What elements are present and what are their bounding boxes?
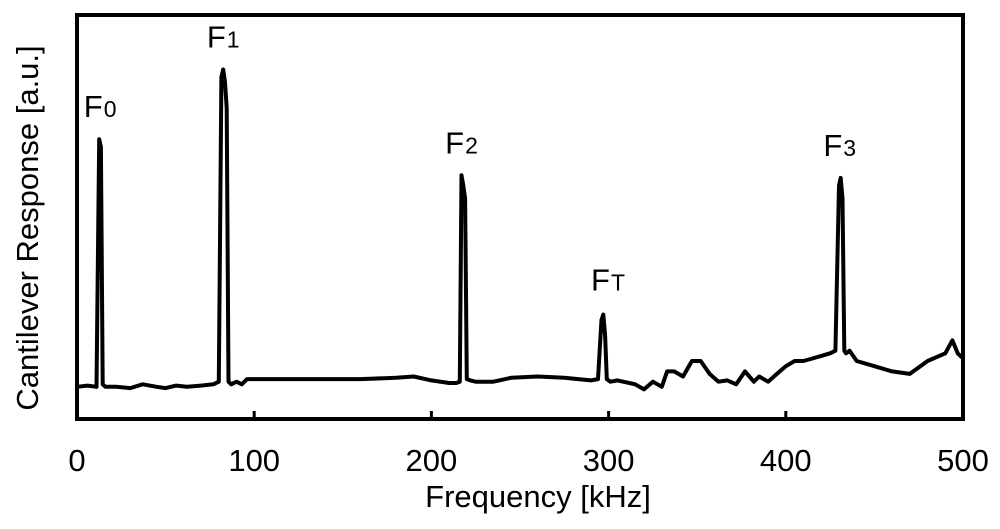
peak-label-f1: F1 bbox=[207, 20, 240, 55]
x-axis-label: Frequency [kHz] bbox=[425, 479, 651, 514]
peak-label-sub-4: T bbox=[611, 270, 625, 296]
peak-label-sub-5: 3 bbox=[843, 135, 856, 161]
peak-label-sub-2: 1 bbox=[227, 27, 240, 53]
x-tick-label-200: 200 bbox=[406, 443, 458, 478]
plot-area bbox=[75, 13, 965, 421]
peak-label-main-3: F bbox=[445, 125, 464, 160]
peak-label-sub-1: 0 bbox=[104, 96, 117, 122]
peak-label-main-1: F bbox=[84, 89, 103, 124]
peak-label-f0: F0 bbox=[84, 89, 117, 124]
x-tick-label-400: 400 bbox=[760, 443, 812, 478]
peak-label-f3: F3 bbox=[823, 128, 856, 163]
peak-label-ft: FT bbox=[591, 263, 625, 298]
series-layer bbox=[75, 67, 965, 392]
peak-label-main-5: F bbox=[823, 128, 842, 163]
x-tick-label-500: 500 bbox=[937, 443, 989, 478]
peak-label-sub-3: 2 bbox=[465, 132, 478, 158]
x-tick-label-0: 0 bbox=[68, 443, 85, 478]
plot-frame bbox=[75, 13, 965, 421]
peak-label-main-2: F bbox=[207, 20, 226, 55]
series-line-1 bbox=[75, 67, 965, 392]
peak-label-main-4: F bbox=[591, 263, 610, 298]
axis-layer: 0 100 200 300 400 500 bbox=[68, 411, 989, 478]
y-axis-label: Cantilever Response [a.u.] bbox=[10, 45, 45, 410]
x-tick-label-300: 300 bbox=[583, 443, 635, 478]
peak-label-f2: F2 bbox=[445, 125, 478, 160]
x-tick-label-100: 100 bbox=[228, 443, 280, 478]
